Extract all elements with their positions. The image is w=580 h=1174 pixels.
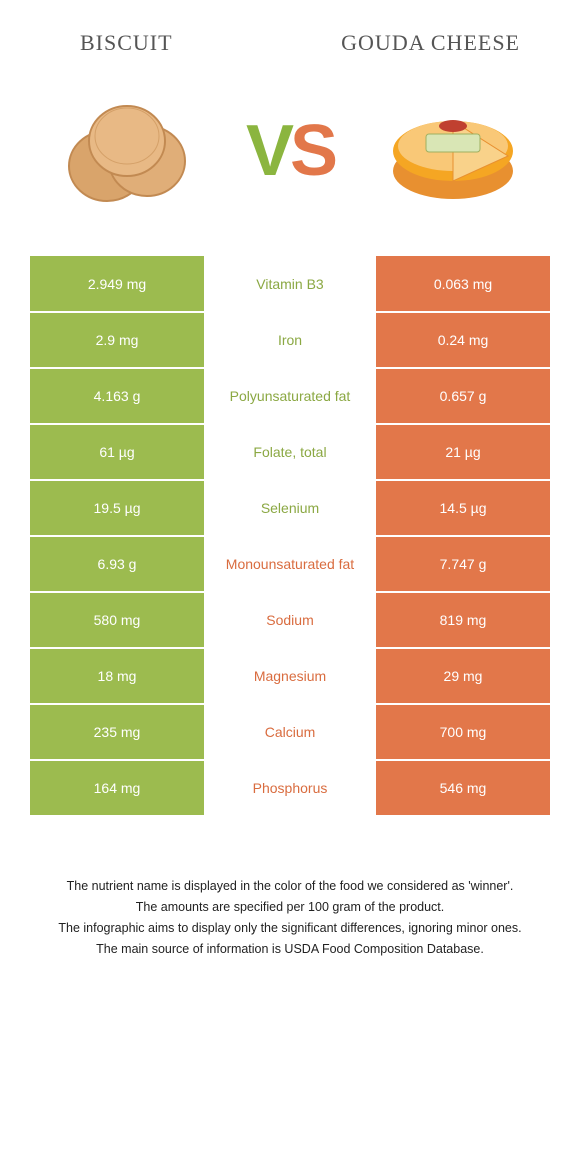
left-value-cell: 4.163 g <box>30 368 204 424</box>
nutrient-label-cell: Vitamin B3 <box>204 256 376 312</box>
nutrient-label-cell: Folate, total <box>204 424 376 480</box>
left-food-title: Biscuit <box>60 30 300 56</box>
table-row: 164 mgPhosphorus546 mg <box>30 760 550 816</box>
table-row: 6.93 gMonounsaturated fat7.747 g <box>30 536 550 592</box>
gouda-image <box>378 86 528 216</box>
footer-line-3: The infographic aims to display only the… <box>30 919 550 938</box>
nutrient-label-cell: Polyunsaturated fat <box>204 368 376 424</box>
right-value-cell: 546 mg <box>376 760 550 816</box>
nutrient-label-cell: Iron <box>204 312 376 368</box>
right-value-cell: 14.5 µg <box>376 480 550 536</box>
header: Biscuit Gouda cheese <box>0 0 580 66</box>
vs-label: VS <box>246 110 334 192</box>
left-value-cell: 2.949 mg <box>30 256 204 312</box>
footer-line-1: The nutrient name is displayed in the co… <box>30 877 550 896</box>
left-value-cell: 61 µg <box>30 424 204 480</box>
table-row: 19.5 µgSelenium14.5 µg <box>30 480 550 536</box>
images-row: VS <box>0 66 580 256</box>
table-row: 4.163 gPolyunsaturated fat0.657 g <box>30 368 550 424</box>
nutrient-label-cell: Calcium <box>204 704 376 760</box>
left-value-cell: 2.9 mg <box>30 312 204 368</box>
right-value-cell: 0.657 g <box>376 368 550 424</box>
nutrient-label-cell: Magnesium <box>204 648 376 704</box>
left-value-cell: 164 mg <box>30 760 204 816</box>
right-value-cell: 0.24 mg <box>376 312 550 368</box>
table-row: 61 µgFolate, total21 µg <box>30 424 550 480</box>
left-value-cell: 6.93 g <box>30 536 204 592</box>
biscuit-image <box>52 86 202 216</box>
table-row: 2.949 mgVitamin B30.063 mg <box>30 256 550 312</box>
nutrient-label-cell: Selenium <box>204 480 376 536</box>
right-value-cell: 29 mg <box>376 648 550 704</box>
footer-line-2: The amounts are specified per 100 gram o… <box>30 898 550 917</box>
table-row: 18 mgMagnesium29 mg <box>30 648 550 704</box>
right-value-cell: 700 mg <box>376 704 550 760</box>
vs-v: V <box>246 111 290 191</box>
left-value-cell: 235 mg <box>30 704 204 760</box>
right-value-cell: 7.747 g <box>376 536 550 592</box>
footer-notes: The nutrient name is displayed in the co… <box>0 877 580 958</box>
right-value-cell: 21 µg <box>376 424 550 480</box>
table-row: 580 mgSodium819 mg <box>30 592 550 648</box>
table-row: 2.9 mgIron0.24 mg <box>30 312 550 368</box>
left-value-cell: 18 mg <box>30 648 204 704</box>
right-value-cell: 819 mg <box>376 592 550 648</box>
right-food-title: Gouda cheese <box>300 30 520 56</box>
left-value-cell: 19.5 µg <box>30 480 204 536</box>
footer-line-4: The main source of information is USDA F… <box>30 940 550 959</box>
comparison-table: 2.949 mgVitamin B30.063 mg2.9 mgIron0.24… <box>30 256 550 817</box>
nutrient-label-cell: Monounsaturated fat <box>204 536 376 592</box>
right-value-cell: 0.063 mg <box>376 256 550 312</box>
vs-s: S <box>290 111 334 191</box>
table-row: 235 mgCalcium700 mg <box>30 704 550 760</box>
left-value-cell: 580 mg <box>30 592 204 648</box>
nutrient-label-cell: Phosphorus <box>204 760 376 816</box>
nutrient-label-cell: Sodium <box>204 592 376 648</box>
